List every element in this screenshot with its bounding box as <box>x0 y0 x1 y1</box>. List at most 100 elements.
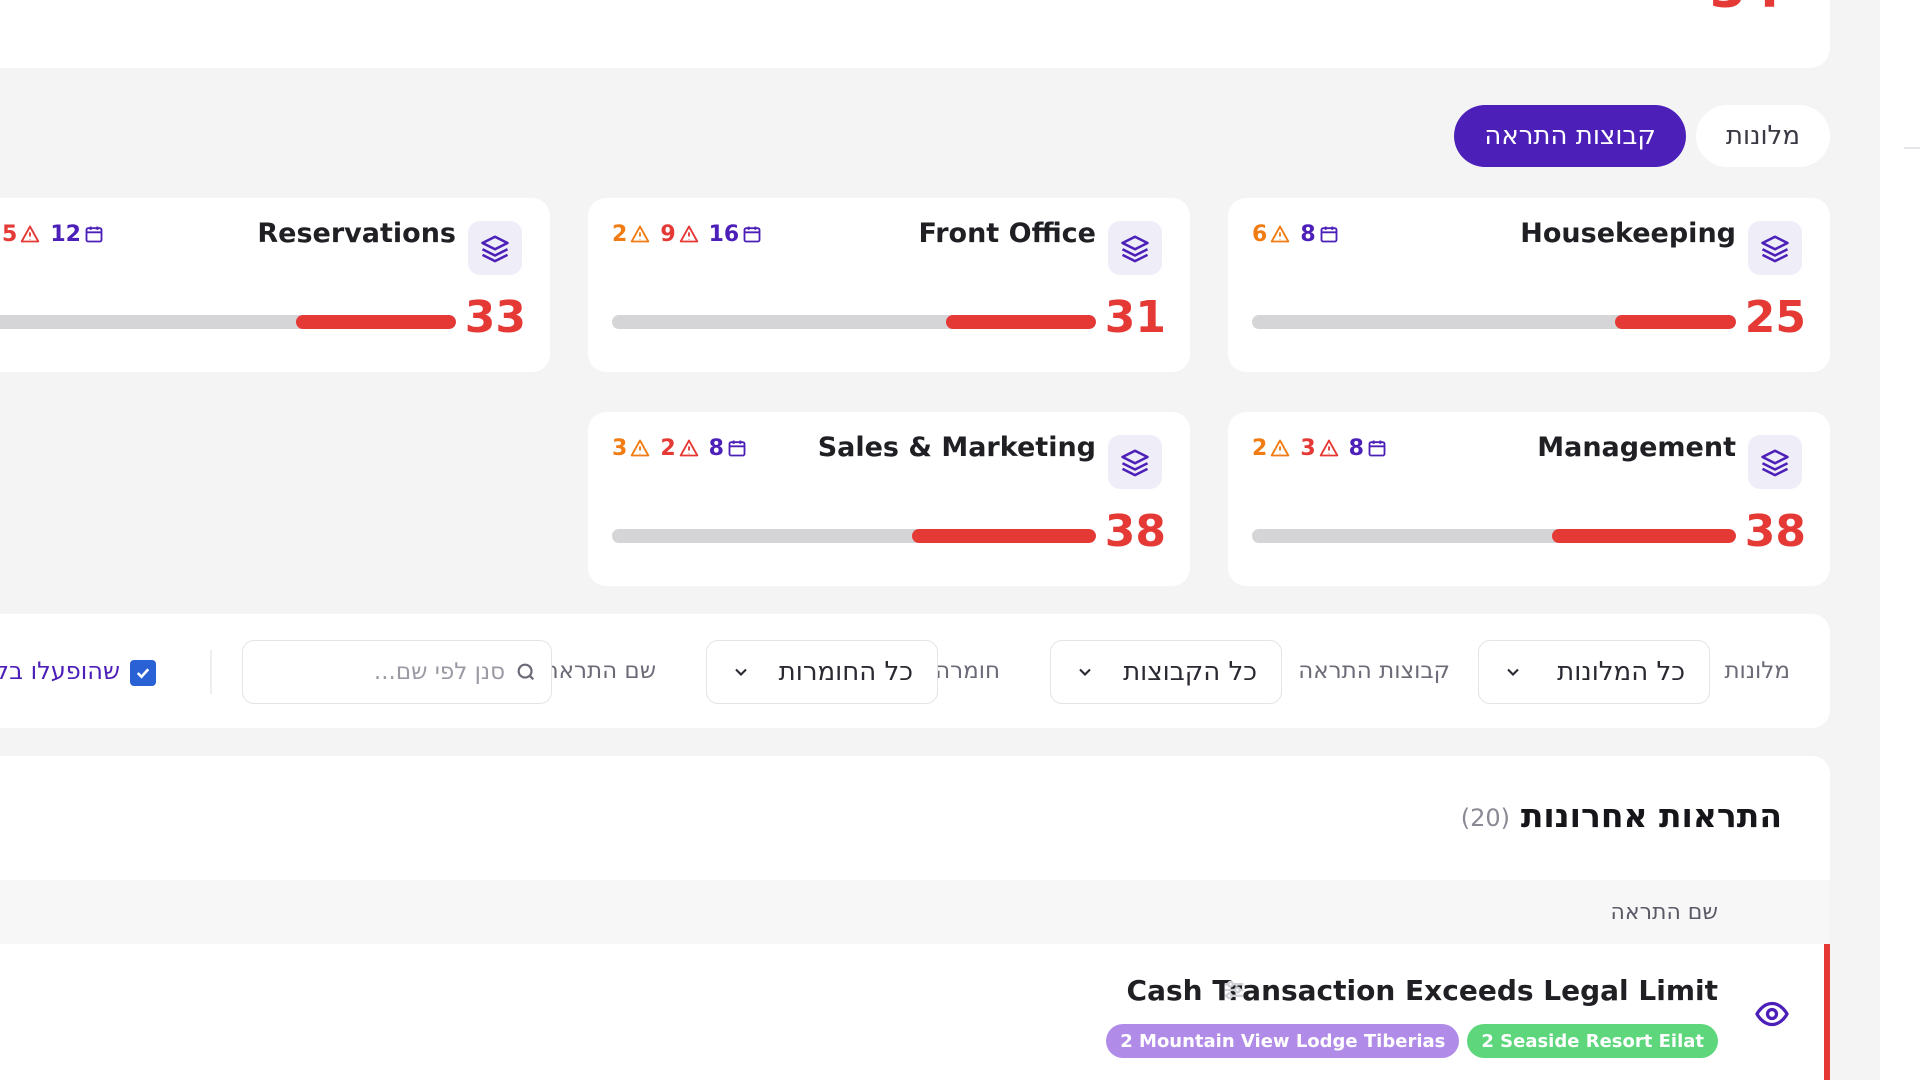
group-score: 31 <box>1104 292 1166 343</box>
hotel-tags: 2 Seaside Resort Eilat 2 Mountain View L… <box>1106 1024 1718 1058</box>
eye-icon[interactable] <box>1754 996 1790 1032</box>
group-name: Management <box>1537 432 1736 463</box>
progress-fill <box>296 315 456 329</box>
layers-icon <box>468 221 522 275</box>
layers-icon <box>1108 221 1162 275</box>
warning-stat: 6 <box>1252 222 1290 247</box>
calendar-icon <box>1368 440 1386 457</box>
active-only-checkbox[interactable] <box>130 660 156 686</box>
warning-stat: 2 <box>1252 436 1290 461</box>
filter-divider <box>210 650 212 694</box>
name-filter-label: שם התראה <box>543 658 656 684</box>
warning-triangle-icon <box>679 225 698 243</box>
calendar-stat: 12 <box>50 222 104 247</box>
hotels-select-value: כל המלונות <box>1557 657 1685 687</box>
recent-alerts-card: התראות אחרונות (20) שם התראה Cash Transa… <box>0 756 1830 1080</box>
warning-triangle-icon <box>1271 225 1290 243</box>
warning-triangle-icon <box>1271 439 1290 457</box>
calendar-stat: 8 <box>709 436 747 461</box>
group-card-sales-marketing[interactable]: Sales & Marketing 3 2 8 38 <box>588 412 1190 586</box>
hotels-select[interactable]: כל המלונות <box>1478 640 1710 704</box>
table-row[interactable]: Cash Transaction Exceeds Legal Limit 2 S… <box>0 944 1830 1080</box>
severity-indicator <box>1824 944 1830 1080</box>
group-name: Sales & Marketing <box>817 432 1096 463</box>
calendar-icon <box>1320 226 1338 243</box>
warning-triangle-icon <box>631 225 650 243</box>
group-score: 25 <box>1744 292 1806 343</box>
search-input[interactable] <box>265 659 505 685</box>
warning-triangle-icon <box>679 439 698 457</box>
severity-select-value: כל החומרות <box>778 657 913 687</box>
column-header-alert-name[interactable]: שם התראה <box>1610 899 1718 925</box>
progress-track <box>0 315 456 329</box>
progress-fill <box>912 529 1096 543</box>
group-name: Front Office <box>918 218 1097 249</box>
critical-stat: 9 <box>660 222 698 247</box>
group-stats: 6 8 <box>1252 218 1339 250</box>
layers-icon <box>1748 435 1802 489</box>
calendar-icon <box>743 226 761 243</box>
group-stats: 5 12 <box>0 218 104 250</box>
groups-filter-label: קבוצות התראה <box>1298 658 1450 684</box>
tab-alert-groups[interactable]: קבוצות התראה <box>1454 105 1686 167</box>
summary-total: 34 <box>1710 0 1782 16</box>
calendar-icon <box>728 440 746 457</box>
search-box <box>242 640 552 704</box>
critical-stat: 5 <box>2 222 40 247</box>
hotels-filter-label: מלונות <box>1724 658 1790 684</box>
checkmark-icon <box>136 668 150 679</box>
group-score: 38 <box>1744 506 1806 557</box>
warning-stat: 3 <box>612 436 650 461</box>
group-score: 33 <box>464 292 526 343</box>
critical-stat: 3 <box>1300 436 1338 461</box>
table-header: שם התראה <box>0 880 1830 944</box>
group-card-housekeeping[interactable]: Housekeeping 6 8 25 <box>1228 198 1830 372</box>
group-card-front-office[interactable]: Front Office 2 9 16 31 <box>588 198 1190 372</box>
severity-select[interactable]: כל החומרות <box>706 640 938 704</box>
calendar-stat: 16 <box>709 222 763 247</box>
severity-filter-label: חומרה <box>935 658 1000 684</box>
group-score: 38 <box>1104 506 1166 557</box>
calendar-stat: 8 <box>1300 222 1338 247</box>
recent-alerts-title: התראות אחרונות <box>1520 796 1782 835</box>
warning-triangle-icon <box>1319 439 1338 457</box>
warning-stat: 2 <box>612 222 650 247</box>
progress-track <box>612 315 1096 329</box>
calendar-icon <box>85 226 103 243</box>
recent-alerts-count: (20) <box>1460 804 1510 832</box>
progress-track <box>1252 315 1736 329</box>
progress-fill <box>1615 315 1736 329</box>
chevron-down-icon <box>1079 668 1091 676</box>
chevron-down-icon <box>735 668 747 676</box>
group-name: Reservations <box>257 218 456 249</box>
chevron-down-icon <box>1507 668 1519 676</box>
critical-stat: 2 <box>660 436 698 461</box>
warning-triangle-icon <box>631 439 650 457</box>
right-gutter <box>1880 0 1920 1080</box>
group-stats: 2 9 16 <box>612 218 762 250</box>
view-tabs: מלונות קבוצות התראה <box>1454 105 1830 167</box>
search-icon <box>517 663 535 681</box>
hotel-tag: 2 Seaside Resort Eilat <box>1467 1024 1718 1058</box>
group-stats: 3 2 8 <box>612 432 747 464</box>
layers-icon <box>1108 435 1162 489</box>
filter-bar: מלונות כל המלונות קבוצות התראה כל הקבוצו… <box>0 614 1830 728</box>
warning-triangle-icon <box>21 225 40 243</box>
layers-icon <box>1748 221 1802 275</box>
group-card-management[interactable]: Management 2 3 8 38 <box>1228 412 1830 586</box>
tab-hotels[interactable]: מלונות <box>1695 105 1830 167</box>
progress-track <box>1252 529 1736 543</box>
sliders-icon[interactable] <box>1220 976 1248 1004</box>
hotel-tag: 2 Mountain View Lodge Tiberias <box>1106 1024 1460 1058</box>
progress-fill <box>945 315 1096 329</box>
active-only-label[interactable]: שהופעלו בלבד <box>0 657 120 685</box>
group-card-reservations[interactable]: Reservations 5 12 33 <box>0 198 550 372</box>
groups-select[interactable]: כל הקבוצות <box>1050 640 1282 704</box>
progress-fill <box>1552 529 1736 543</box>
summary-card: 34 <box>0 0 1830 68</box>
alert-title: Cash Transaction Exceeds Legal Limit <box>1126 974 1718 1007</box>
group-name: Housekeeping <box>1520 218 1736 249</box>
gutter-divider <box>1904 147 1920 149</box>
group-stats: 2 3 8 <box>1252 432 1387 464</box>
progress-track <box>612 529 1096 543</box>
